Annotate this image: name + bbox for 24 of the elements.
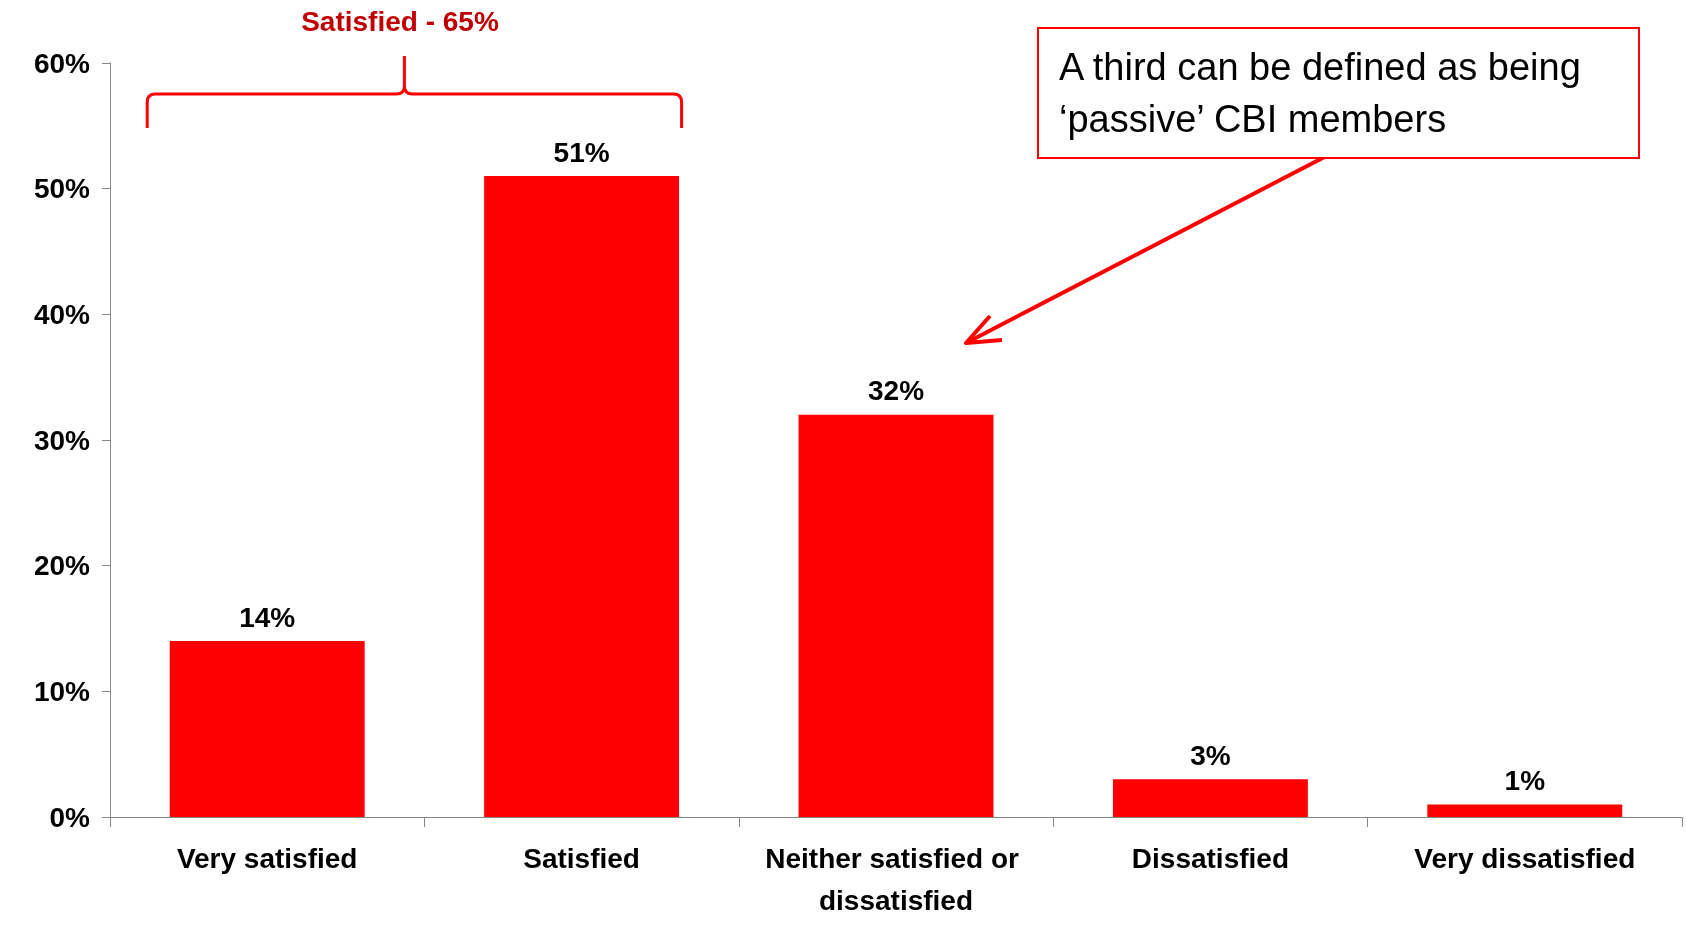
x-tick-label: Neither satisfied or dissatisfied (765, 842, 1027, 916)
bar (484, 176, 680, 817)
x-tick-label: Very satisfied (176, 842, 358, 874)
data-label: 51% (553, 136, 610, 168)
y-tick-label: 30% (33, 424, 91, 456)
bar (798, 414, 994, 817)
data-label: 14% (239, 601, 296, 633)
bar (1427, 804, 1623, 817)
x-tick-label: Satisfied (523, 842, 640, 874)
data-label: 1% (1504, 764, 1546, 796)
y-tick-label: 50% (33, 173, 91, 205)
data-label: 3% (1190, 739, 1231, 771)
y-tick-label: 40% (33, 298, 91, 330)
y-tick-label: 10% (33, 675, 91, 707)
y-tick-label: 0% (49, 801, 91, 833)
x-tick-label: Dissatisfied (1131, 842, 1289, 874)
y-tick-label: 60% (33, 47, 91, 79)
bar (169, 641, 365, 817)
annotation: A third can be defined as being ‘passive’ CBI members (1037, 27, 1640, 159)
text: Satisfied - 65% (300, 6, 500, 38)
data-label: 32% (867, 375, 925, 407)
y-tick-label: 20% (33, 550, 91, 582)
bar (1112, 779, 1308, 817)
x-tick-label: Very dissatisfied (1414, 842, 1636, 874)
